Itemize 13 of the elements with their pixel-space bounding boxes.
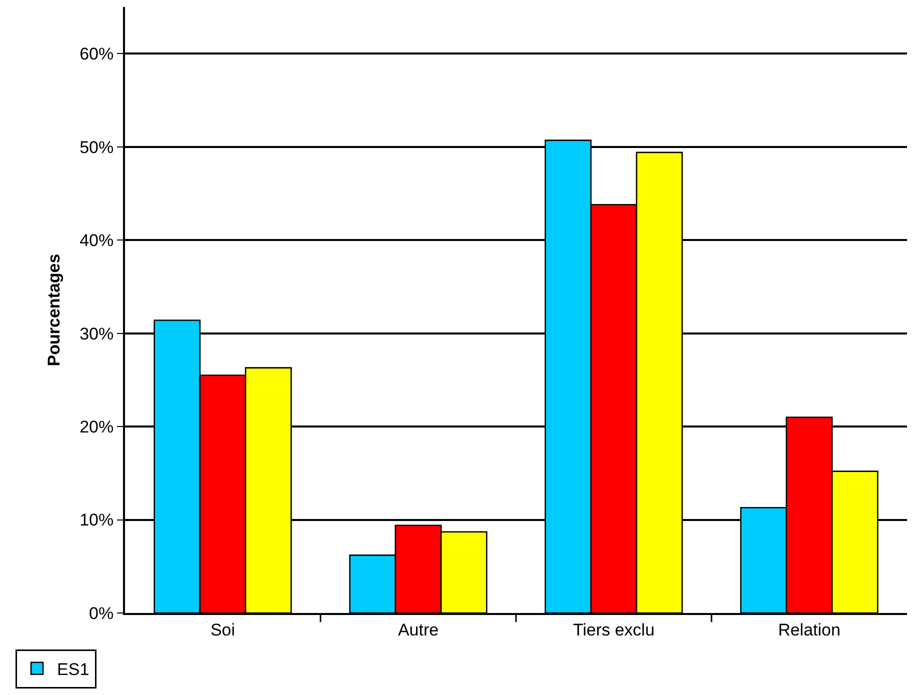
legend-label: ES1 [57, 660, 90, 680]
y-tick-label: 50% [80, 138, 114, 157]
y-tick-label: 60% [80, 44, 114, 64]
y-tick-label: 30% [80, 324, 114, 344]
y-tick-label: 20% [80, 417, 114, 436]
y-tick-label: 40% [80, 231, 114, 250]
x-tick-label: Relation [778, 620, 840, 640]
x-tick-label: Autre [398, 620, 439, 640]
y-tick-label: 10% [80, 510, 114, 530]
x-tick-label: Tiers exclu [572, 620, 655, 640]
y-tick-label: 0% [89, 604, 114, 623]
y-axis-title: Pourcentages [44, 254, 64, 366]
x-tick-label: Soi [210, 620, 236, 640]
